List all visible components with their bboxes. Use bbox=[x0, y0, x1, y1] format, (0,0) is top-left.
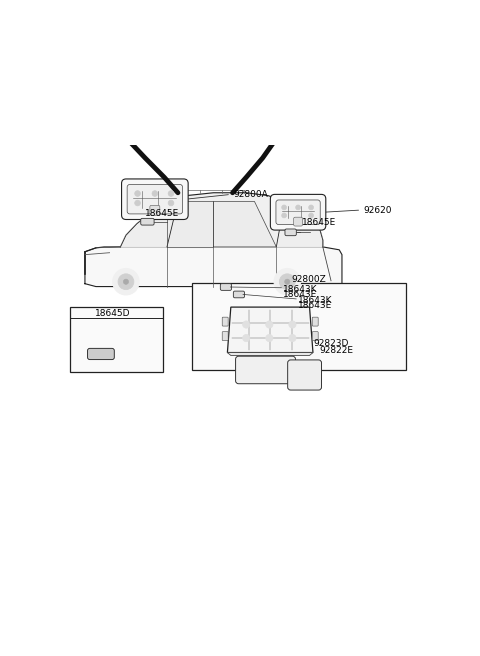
Circle shape bbox=[152, 191, 158, 196]
Text: 18643E: 18643E bbox=[298, 302, 332, 310]
Polygon shape bbox=[167, 201, 214, 247]
Circle shape bbox=[289, 335, 296, 342]
Text: 18645D: 18645D bbox=[96, 309, 131, 318]
Circle shape bbox=[289, 321, 296, 328]
Circle shape bbox=[113, 268, 139, 295]
FancyBboxPatch shape bbox=[121, 179, 188, 220]
FancyBboxPatch shape bbox=[294, 217, 302, 226]
Polygon shape bbox=[228, 307, 313, 352]
Polygon shape bbox=[276, 201, 323, 247]
Circle shape bbox=[118, 274, 134, 289]
Text: 18645E: 18645E bbox=[302, 218, 336, 227]
Circle shape bbox=[282, 213, 287, 218]
Circle shape bbox=[274, 268, 300, 295]
Text: 18643K: 18643K bbox=[283, 285, 318, 294]
FancyBboxPatch shape bbox=[87, 348, 114, 359]
Text: 92823D: 92823D bbox=[313, 339, 348, 348]
Polygon shape bbox=[214, 201, 276, 247]
FancyBboxPatch shape bbox=[312, 317, 318, 326]
Bar bbox=[71, 307, 163, 372]
Text: 92800Z: 92800Z bbox=[291, 275, 326, 283]
Polygon shape bbox=[85, 247, 342, 287]
Circle shape bbox=[285, 279, 290, 284]
FancyBboxPatch shape bbox=[288, 360, 322, 390]
Polygon shape bbox=[228, 352, 313, 356]
FancyBboxPatch shape bbox=[276, 200, 320, 224]
Polygon shape bbox=[120, 193, 323, 247]
Circle shape bbox=[266, 335, 273, 342]
FancyBboxPatch shape bbox=[285, 229, 296, 236]
Circle shape bbox=[168, 200, 174, 206]
FancyBboxPatch shape bbox=[233, 291, 244, 298]
FancyBboxPatch shape bbox=[220, 283, 231, 291]
Text: 18643E: 18643E bbox=[283, 291, 317, 299]
FancyBboxPatch shape bbox=[150, 205, 160, 215]
Text: 18645E: 18645E bbox=[145, 209, 179, 218]
Circle shape bbox=[279, 274, 295, 289]
Circle shape bbox=[309, 213, 313, 218]
Circle shape bbox=[266, 321, 273, 328]
Text: 18643K: 18643K bbox=[298, 297, 333, 305]
Bar bbox=[192, 283, 406, 371]
FancyBboxPatch shape bbox=[270, 194, 326, 230]
Text: 92822E: 92822E bbox=[319, 346, 353, 355]
FancyBboxPatch shape bbox=[127, 184, 182, 214]
FancyBboxPatch shape bbox=[222, 317, 228, 326]
Circle shape bbox=[282, 205, 287, 210]
Circle shape bbox=[309, 205, 313, 210]
FancyBboxPatch shape bbox=[141, 218, 154, 225]
Circle shape bbox=[168, 191, 174, 196]
Text: 92620: 92620 bbox=[363, 205, 392, 215]
Circle shape bbox=[242, 321, 250, 328]
FancyBboxPatch shape bbox=[236, 356, 296, 384]
Circle shape bbox=[135, 200, 141, 206]
FancyBboxPatch shape bbox=[312, 332, 318, 340]
Circle shape bbox=[296, 205, 300, 210]
Text: 92800A: 92800A bbox=[233, 190, 268, 199]
Circle shape bbox=[242, 335, 250, 342]
Polygon shape bbox=[120, 201, 178, 247]
Circle shape bbox=[123, 279, 129, 284]
Circle shape bbox=[135, 191, 141, 196]
FancyBboxPatch shape bbox=[222, 332, 228, 340]
